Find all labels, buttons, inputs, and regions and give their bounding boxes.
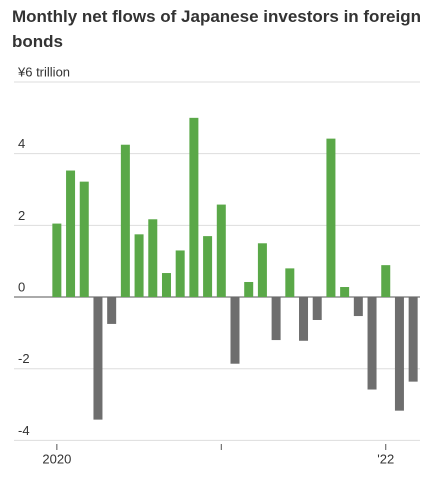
- bar: [353, 297, 363, 317]
- x-tick-label: 2020: [42, 451, 71, 466]
- y-tick-label: -2: [18, 351, 30, 366]
- y-tick-label: -4: [18, 423, 30, 438]
- bar: [408, 297, 418, 382]
- bar: [326, 138, 336, 298]
- bar: [257, 243, 267, 298]
- y-tick-label: ¥6 trillion: [17, 64, 70, 79]
- y-tick-label: 4: [18, 136, 25, 151]
- y-tick-label: 0: [18, 279, 25, 294]
- bar: [299, 297, 309, 341]
- bar: [148, 219, 158, 298]
- chart-title: Monthly net flows of Japanese investors …: [12, 7, 422, 51]
- bar: [244, 281, 254, 298]
- bar: [79, 181, 89, 298]
- bar: [216, 204, 226, 298]
- bar: [340, 287, 350, 298]
- bar: [161, 273, 171, 298]
- bar: [52, 223, 62, 298]
- bar: [285, 268, 295, 298]
- x-tick-label: '22: [377, 451, 394, 466]
- bar: [367, 297, 377, 390]
- bar: [381, 265, 391, 298]
- bar: [271, 297, 281, 341]
- bar: [120, 144, 130, 298]
- y-tick-label: 2: [18, 208, 25, 223]
- bar: [312, 297, 322, 320]
- bar: [107, 297, 117, 324]
- bar: [66, 170, 76, 298]
- bar: [394, 297, 404, 411]
- bar: [175, 250, 185, 298]
- bar: [203, 236, 213, 298]
- bar: [189, 117, 199, 298]
- bar: [230, 297, 240, 364]
- bar: [93, 297, 103, 420]
- bar: [134, 234, 144, 298]
